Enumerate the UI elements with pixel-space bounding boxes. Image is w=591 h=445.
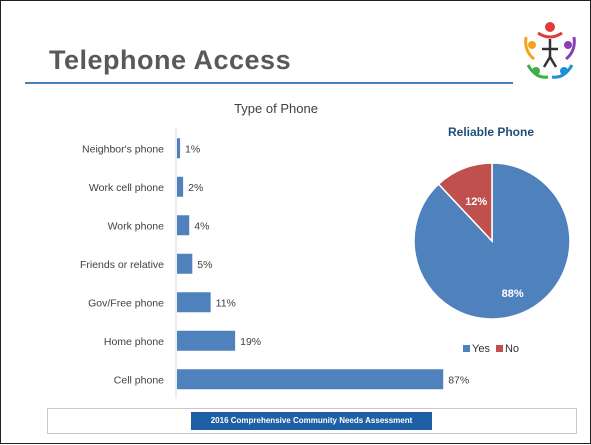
bar-category-label: Neighbor's phone xyxy=(82,143,164,155)
title-underline xyxy=(25,82,513,84)
bar xyxy=(177,138,181,159)
bar-value-label: 1% xyxy=(185,143,200,155)
community-logo-icon xyxy=(524,22,576,79)
bar-category-label: Friends or relative xyxy=(80,259,164,271)
legend-swatch-no xyxy=(495,345,503,352)
footer-bar: 2016 Comprehensive Community Needs Asses… xyxy=(47,408,577,434)
bar-value-label: 2% xyxy=(188,182,203,194)
pie-chart-title: Reliable Phone xyxy=(447,125,535,139)
slide-title: Telephone Access xyxy=(49,45,292,75)
legend-label-yes: Yes xyxy=(472,343,490,355)
bar xyxy=(177,330,236,351)
bar-category-label: Home phone xyxy=(104,336,164,348)
bar-category-label: Work phone xyxy=(108,220,165,232)
legend-swatch-yes xyxy=(463,345,470,352)
bar-chart: Neighbor's phone 1% Work cell phone 2% Work … xyxy=(80,129,469,399)
bar-value-label: 4% xyxy=(194,220,209,232)
pie-value-label: 12% xyxy=(465,196,487,208)
bar-value-label: 5% xyxy=(197,259,212,271)
footer-label: 2016 Comprehensive Community Needs Asses… xyxy=(191,412,432,430)
pie-slice-no xyxy=(437,162,493,243)
bar-category-label: Work cell phone xyxy=(89,182,164,194)
bar xyxy=(177,369,444,390)
bar xyxy=(177,253,193,274)
bar-value-label: 87% xyxy=(448,374,469,386)
bar-category-label: Gov/Free phone xyxy=(88,297,164,309)
bar xyxy=(177,215,190,236)
bar xyxy=(177,292,211,313)
pie-value-label: 88% xyxy=(502,288,524,300)
bar-chart-title: Type of Phone xyxy=(234,101,318,116)
legend-item-yes: Yes xyxy=(463,343,490,355)
bar-value-label: 19% xyxy=(240,336,261,348)
pie-legend: Yes No xyxy=(463,343,519,355)
bar-category-label: Cell phone xyxy=(114,374,164,386)
bar xyxy=(177,176,184,197)
bar-value-label: 11% xyxy=(216,297,236,309)
legend-item-no: No xyxy=(495,343,520,355)
legend-label-no: No xyxy=(504,343,520,355)
